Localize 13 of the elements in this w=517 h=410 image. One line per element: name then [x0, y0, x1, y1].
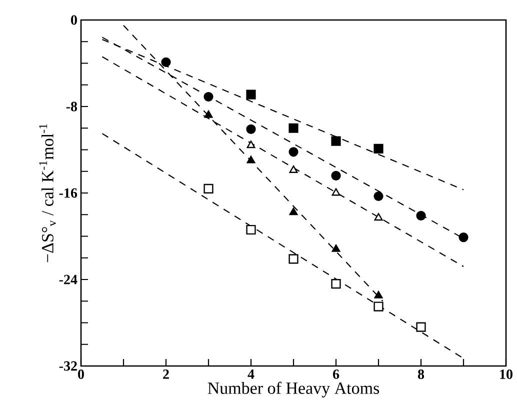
y-tick-label: -8	[66, 102, 78, 112]
x-tick-label: 2	[163, 370, 169, 379]
x-tick-label: 10	[500, 370, 512, 379]
x-tick-label: 4	[248, 370, 254, 379]
y-tick-label: -32	[59, 361, 77, 371]
x-tick-label: 8	[418, 370, 424, 379]
y-tick-label: 0	[71, 15, 77, 25]
y-tick-label: -24	[59, 274, 78, 284]
y-tick-label: -16	[59, 188, 78, 198]
y-axis-title: −ΔS°$_{v}$ / cal K$^{-1}$mol$^{-1}$	[39, 124, 56, 262]
x-tick-label: 6	[332, 370, 340, 379]
x-tick-label: 0	[78, 370, 84, 379]
x-axis-title: Number of Heavy Atoms	[208, 382, 380, 398]
